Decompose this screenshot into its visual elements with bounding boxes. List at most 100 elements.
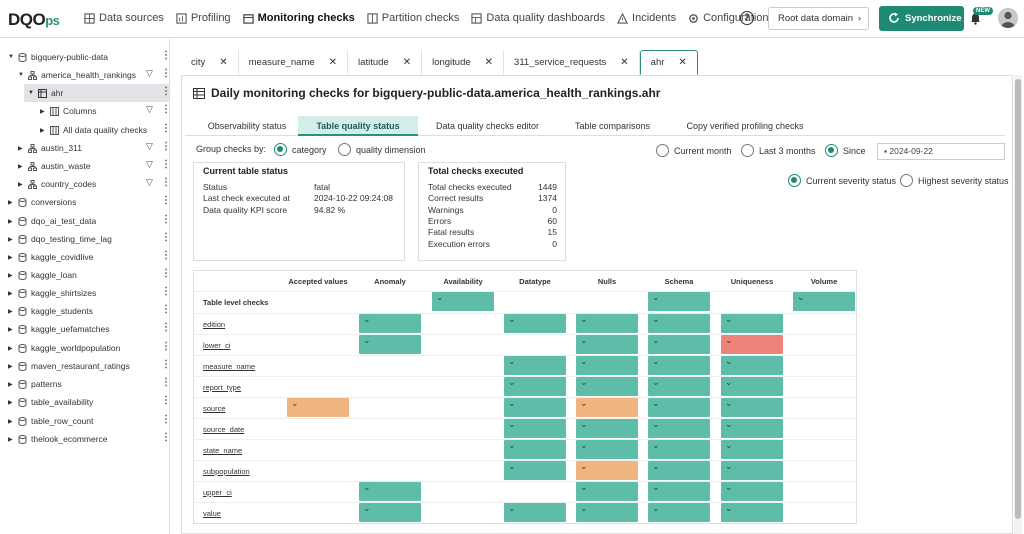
tree-item[interactable]: ▶ country_codes — [18, 175, 96, 193]
bell-icon[interactable] — [970, 12, 981, 25]
caret-right-icon[interactable]: ▶ — [8, 199, 13, 206]
help-icon[interactable]: ? — [740, 11, 754, 25]
tree-item[interactable]: ▶ patterns — [8, 375, 62, 393]
tab-table-quality-status[interactable]: Table quality status — [298, 116, 418, 136]
tree-item[interactable]: ▶ dqo_ai_test_data — [8, 212, 96, 230]
caret-right-icon[interactable]: ▶ — [18, 181, 23, 188]
avatar[interactable] — [998, 8, 1018, 28]
more-options-icon[interactable]: ⋮ — [161, 104, 171, 115]
nav-dashboards[interactable]: Data quality dashboards — [471, 12, 605, 24]
status-cell[interactable] — [504, 398, 566, 417]
column-link[interactable]: report_type — [203, 383, 241, 392]
highest-severity-radio[interactable]: Highest severity status — [900, 174, 1009, 187]
status-cell[interactable] — [504, 356, 566, 375]
status-cell[interactable] — [504, 461, 566, 480]
tree-item[interactable]: ▶ kaggle_covidlive — [8, 248, 93, 266]
tab-latitude[interactable]: latitude ✕ — [348, 50, 423, 75]
status-cell[interactable] — [648, 314, 710, 333]
status-cell[interactable] — [504, 419, 566, 438]
tab-longitude[interactable]: longitude ✕ — [422, 50, 505, 75]
status-cell[interactable] — [504, 503, 566, 522]
status-cell[interactable] — [721, 335, 783, 354]
tab-observability-status[interactable]: Observability status — [207, 121, 287, 131]
tree-item[interactable]: ▶ conversions — [8, 193, 76, 211]
status-cell[interactable] — [721, 503, 783, 522]
status-cell[interactable] — [359, 503, 421, 522]
caret-right-icon[interactable]: ▶ — [8, 308, 13, 315]
tree-item[interactable]: ▶ thelook_ecommerce — [8, 430, 108, 448]
status-cell[interactable] — [721, 377, 783, 396]
caret-right-icon[interactable]: ▶ — [8, 218, 13, 225]
more-options-icon[interactable]: ⋮ — [161, 86, 171, 97]
close-icon[interactable]: ✕ — [620, 57, 629, 68]
caret-right-icon[interactable]: ▶ — [8, 236, 13, 243]
period-since-radio[interactable]: Since — [825, 144, 866, 157]
close-icon[interactable]: ✕ — [219, 57, 228, 68]
status-cell[interactable] — [576, 482, 638, 501]
close-icon[interactable]: ✕ — [402, 57, 412, 68]
more-options-icon[interactable]: ⋮ — [161, 68, 171, 79]
status-cell[interactable] — [359, 314, 421, 333]
more-options-icon[interactable]: ⋮ — [161, 123, 171, 134]
more-options-icon[interactable]: ⋮ — [161, 322, 171, 333]
tree-item[interactable]: ▶ kaggle_shirtsizes — [8, 284, 96, 302]
status-cell[interactable] — [287, 398, 349, 417]
close-icon[interactable]: ✕ — [484, 57, 494, 68]
more-options-icon[interactable]: ⋮ — [161, 286, 171, 297]
tree-item[interactable]: ▶ All data quality checks — [40, 121, 147, 139]
caret-right-icon[interactable]: ▶ — [8, 272, 13, 279]
status-cell[interactable] — [504, 377, 566, 396]
status-cell[interactable] — [648, 398, 710, 417]
tab-copy-verified-profiling-checks[interactable]: Copy verified profiling checks — [686, 121, 804, 131]
tree-item[interactable]: ▶ Columns — [40, 102, 97, 120]
status-cell[interactable] — [721, 440, 783, 459]
caret-right-icon[interactable]: ▶ — [18, 145, 23, 152]
period-current-month-radio[interactable]: Current month — [656, 144, 732, 157]
caret-right-icon[interactable]: ▶ — [18, 163, 23, 170]
more-options-icon[interactable]: ⋮ — [161, 159, 171, 170]
filter-icon[interactable]: ▽ — [146, 68, 153, 78]
more-options-icon[interactable]: ⋮ — [161, 414, 171, 425]
data-domain-selector[interactable]: Root data domain › — [768, 7, 869, 30]
status-cell[interactable] — [576, 314, 638, 333]
more-options-icon[interactable]: ⋮ — [161, 50, 171, 61]
status-cell[interactable] — [576, 461, 638, 480]
nav-profiling[interactable]: Profiling — [176, 12, 231, 24]
status-cell[interactable] — [721, 461, 783, 480]
status-cell[interactable] — [648, 377, 710, 396]
group-by-category-radio[interactable]: category — [274, 143, 327, 156]
status-cell[interactable] — [504, 440, 566, 459]
caret-down-icon[interactable]: ▼ — [28, 90, 34, 96]
period-last-3-months-radio[interactable]: Last 3 months — [741, 144, 816, 157]
status-cell[interactable] — [359, 482, 421, 501]
caret-right-icon[interactable]: ▶ — [8, 254, 13, 261]
caret-right-icon[interactable]: ▶ — [8, 345, 13, 352]
column-link[interactable]: state_name — [203, 446, 243, 455]
filter-icon[interactable]: ▽ — [146, 141, 153, 151]
tree-item[interactable]: ▶ kaggle_uefamatches — [8, 320, 109, 338]
more-options-icon[interactable]: ⋮ — [161, 232, 171, 243]
more-options-icon[interactable]: ⋮ — [161, 359, 171, 370]
nav-configuration[interactable]: Configuration — [688, 12, 769, 24]
status-cell[interactable] — [576, 398, 638, 417]
column-link[interactable]: lower_ci — [203, 341, 231, 350]
status-cell[interactable] — [721, 356, 783, 375]
caret-right-icon[interactable]: ▶ — [8, 290, 13, 297]
scrollbar[interactable] — [1014, 75, 1022, 534]
status-cell[interactable] — [576, 503, 638, 522]
synchronize-button[interactable]: Synchronize — [879, 6, 964, 31]
status-cell[interactable] — [721, 419, 783, 438]
tree-item[interactable]: ▶ maven_restaurant_ratings — [8, 357, 130, 375]
column-link[interactable]: source — [203, 404, 226, 413]
column-link[interactable]: measure_name — [203, 362, 256, 371]
caret-right-icon[interactable]: ▶ — [40, 127, 45, 134]
filter-icon[interactable]: ▽ — [146, 104, 153, 114]
status-cell[interactable] — [504, 314, 566, 333]
status-cell[interactable] — [359, 335, 421, 354]
nav-incidents[interactable]: Incidents — [617, 12, 676, 24]
caret-right-icon[interactable]: ▶ — [8, 326, 13, 333]
more-options-icon[interactable]: ⋮ — [161, 195, 171, 206]
more-options-icon[interactable]: ⋮ — [161, 304, 171, 315]
status-cell[interactable] — [648, 503, 710, 522]
caret-down-icon[interactable]: ▼ — [18, 72, 24, 78]
